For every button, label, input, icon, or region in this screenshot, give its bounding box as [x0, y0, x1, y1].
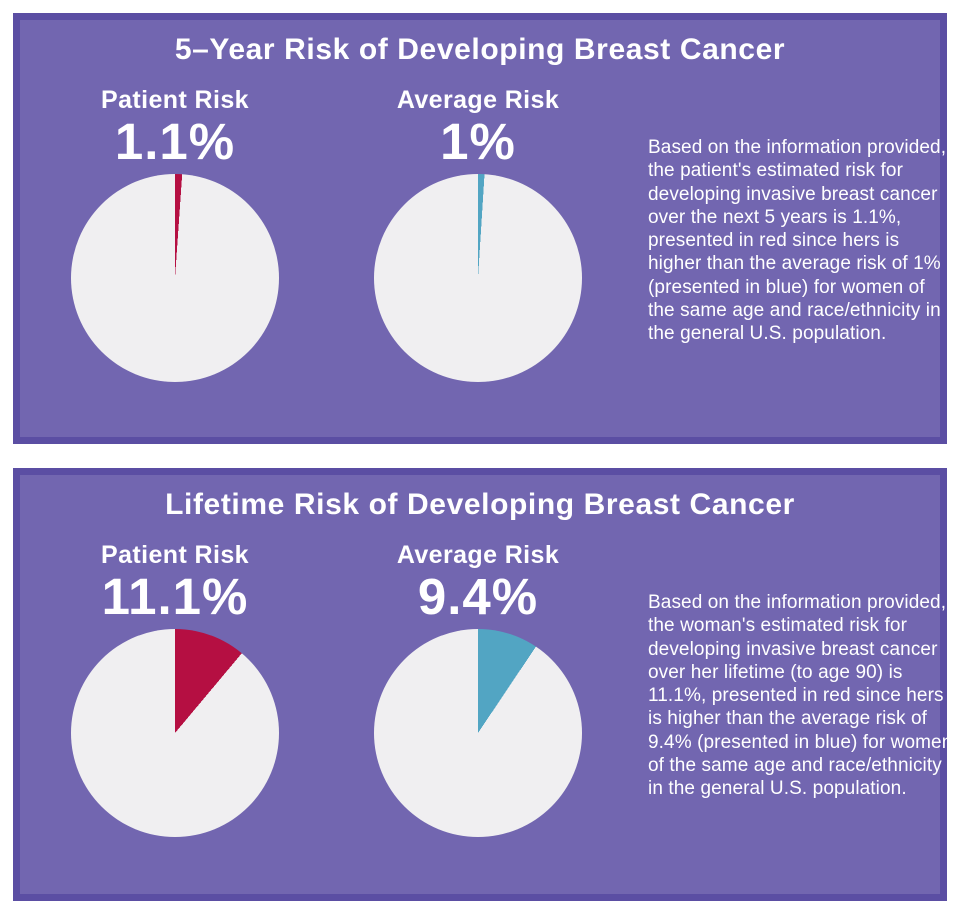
- five-year-patient-risk-value: 1.1%: [114, 113, 236, 170]
- lifetime-average-risk-label: Average Risk: [396, 541, 560, 569]
- five-year-patient-risk-pie-chart: [71, 174, 279, 382]
- five-year-average-risk-label: Average Risk: [396, 86, 560, 114]
- five-year-panel-title: 5–Year Risk of Developing Breast Cancer: [174, 33, 786, 66]
- lifetime-average-risk-pie-chart: [374, 629, 582, 837]
- lifetime-risk-panel: Lifetime Risk of Developing Breast Cance…: [13, 468, 952, 901]
- five-year-patient-risk-label: Patient Risk: [101, 86, 249, 114]
- lifetime-patient-risk-value: 11.1%: [101, 568, 249, 625]
- lifetime-patient-risk-pie-chart: [71, 629, 279, 837]
- five-year-risk-panel: 5–Year Risk of Developing Breast Cancer …: [13, 13, 947, 444]
- lifetime-risk-description: Based on the information provided, the w…: [648, 592, 953, 800]
- lifetime-patient-risk-label: Patient Risk: [101, 541, 249, 569]
- lifetime-panel-title: Lifetime Risk of Developing Breast Cance…: [165, 488, 795, 521]
- five-year-risk-description: Based on the information provided, the p…: [648, 137, 947, 345]
- five-year-average-risk-pie-chart: [374, 174, 582, 382]
- lifetime-average-risk-value: 9.4%: [417, 568, 539, 625]
- five-year-average-risk-value: 1%: [440, 113, 516, 170]
